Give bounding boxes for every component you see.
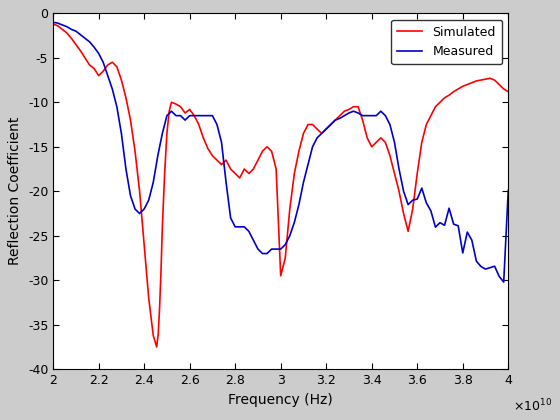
Simulated (505, 89, 512, 94)
X-axis label: Frequency (Hz): Frequency (Hz) (228, 393, 333, 407)
Measured (323, 126, 330, 131)
Simulated (153, 344, 160, 349)
Measured (368, 113, 375, 118)
Measured (82, 36, 88, 41)
Simulated (314, 126, 320, 131)
Simulated (446, 93, 452, 98)
Simulated (360, 118, 366, 123)
Measured (505, 188, 512, 193)
Simulated (309, 122, 316, 127)
Y-axis label: Reflection Coefficient: Reflection Coefficient (8, 117, 22, 265)
Measured (391, 140, 398, 145)
Simulated (63, 30, 70, 35)
Legend: Simulated, Measured: Simulated, Measured (391, 20, 502, 64)
Measured (500, 280, 507, 285)
Simulated (341, 109, 348, 114)
Measured (259, 251, 266, 256)
Simulated (50, 21, 57, 26)
Text: $\times10^{10}$: $\times10^{10}$ (513, 398, 552, 414)
Measured (50, 20, 57, 25)
Line: Simulated: Simulated (53, 24, 508, 347)
Line: Measured: Measured (53, 22, 508, 282)
Measured (164, 113, 170, 118)
